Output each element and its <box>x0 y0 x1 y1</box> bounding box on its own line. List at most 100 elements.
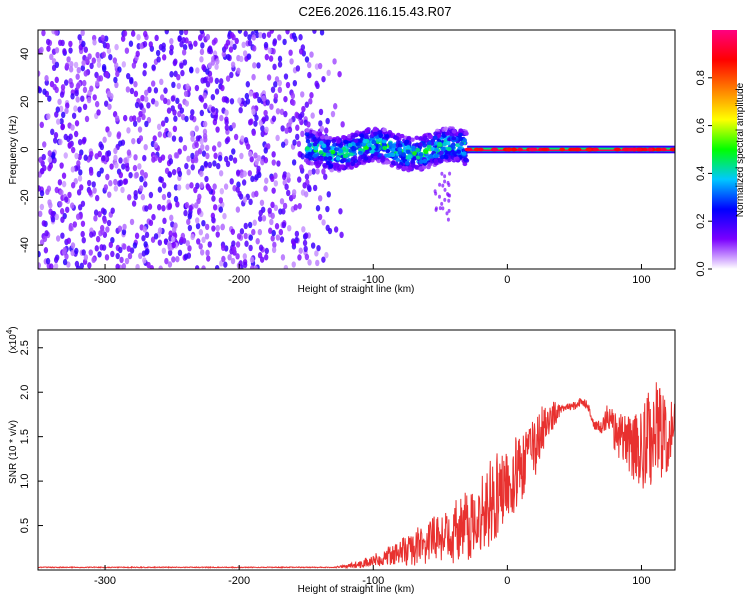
spectrogram-cell <box>151 156 156 163</box>
spectrogram-cell <box>309 156 314 161</box>
spectrogram-cell <box>157 186 163 193</box>
spectrogram-cell <box>171 81 176 89</box>
spectrogram-cell <box>199 48 205 56</box>
spectrogram-cell <box>220 244 226 251</box>
spectrogram-cell <box>41 220 47 227</box>
spectrogram-cell <box>654 147 661 152</box>
spectrogram-cell <box>378 133 384 138</box>
spectrogram-cell <box>326 69 331 77</box>
spectrogram-cell <box>295 124 300 131</box>
spectrogram-cell <box>266 143 271 150</box>
spectrogram-cell <box>92 187 97 194</box>
spectrogram-cell <box>194 141 199 149</box>
spectrogram-cell <box>70 242 76 249</box>
spectrogram-cell <box>248 90 253 97</box>
spectrogram-cell <box>318 160 323 165</box>
colorbar-ticks: 0.0 0.2 0.4 0.6 0.8 <box>695 70 712 277</box>
spectrogram-cell <box>235 253 240 260</box>
spectrogram-cell <box>248 150 253 158</box>
spectrogram-cell <box>150 80 156 87</box>
spectrogram-cell <box>258 31 263 39</box>
spectrogram-cell <box>251 108 256 115</box>
spectrogram-cell <box>270 201 275 209</box>
spectrogram-cell <box>134 232 140 240</box>
spectrogram-cell <box>213 152 218 160</box>
spectrogram-cell <box>220 223 226 230</box>
spectrogram-cell <box>201 265 206 269</box>
spectrogram-cell <box>167 131 172 138</box>
spectrogram-cell <box>388 152 394 157</box>
spectrogram-cell <box>261 116 267 123</box>
spectrogram-cell <box>180 69 185 77</box>
spectrogram-cell <box>121 163 126 170</box>
spectrogram-cell <box>291 189 297 196</box>
spectrogram-cell <box>67 141 72 149</box>
spectrogram-cell <box>422 135 428 140</box>
spectrogram-cell <box>244 240 249 247</box>
spectrogram-cell <box>205 152 210 160</box>
spectrogram-cell <box>144 231 150 239</box>
spectrogram-cell <box>338 208 343 215</box>
spectrogram-cell <box>183 253 189 260</box>
spectrogram-cell <box>230 257 236 265</box>
spectrogram-cell <box>441 206 445 211</box>
spectrogram-cell <box>384 160 390 165</box>
spectrogram-cell <box>201 64 206 71</box>
snr-background <box>38 330 675 570</box>
spectrogram-cell <box>205 81 211 88</box>
spectrogram-cell <box>47 199 52 206</box>
spectrogram-cell <box>200 42 205 49</box>
spectrogram-cell <box>272 63 277 71</box>
spectrogram-cell <box>124 47 130 54</box>
spectrogram-cell <box>154 100 159 107</box>
spectrogram-cell <box>169 71 174 78</box>
spectrogram-cell <box>76 160 81 167</box>
spectrogram-cell <box>99 143 105 151</box>
spectrogram-cell <box>94 194 100 202</box>
spectrogram-cell <box>44 230 49 237</box>
spectrogram-cell <box>142 154 147 162</box>
spectrogram-cell <box>161 247 167 254</box>
spectrogram-cell <box>204 223 210 231</box>
spectrogram-cell <box>339 231 344 239</box>
spectrogram-cell <box>193 155 198 162</box>
spectrogram-cell <box>74 120 80 127</box>
spectrogram-cell <box>252 219 257 226</box>
spectrogram-cell <box>449 132 455 137</box>
spectrogram-cell <box>92 39 97 46</box>
spectrogram-cell <box>212 204 218 211</box>
spectrogram-cell <box>147 203 153 210</box>
spectrogram-cell <box>309 51 314 58</box>
spectrogram-cell <box>299 164 304 171</box>
spectrogram-cell <box>82 86 88 94</box>
spectrogram-cell <box>141 235 146 242</box>
spectrogram-cell <box>53 256 59 264</box>
spectrogram-cell <box>312 137 317 142</box>
spectrogram-cell <box>77 175 83 182</box>
spectrogram-cell <box>318 150 324 155</box>
spectrogram-cell <box>144 89 149 96</box>
spectrogram-cell <box>136 34 141 41</box>
spectrogram-cell <box>263 157 269 164</box>
spectrogram-cell <box>364 149 370 154</box>
spectrogram-cell <box>235 206 241 213</box>
spectrogram-cell <box>305 139 311 144</box>
spectrogram-cell <box>97 251 102 258</box>
spectrogram-cell <box>236 169 241 176</box>
spectrogram-cell <box>433 153 439 159</box>
spectrogram-cell <box>67 191 72 199</box>
snr-panel: -300 -200 -100 0 100 0.5 1.0 1.5 2.0 2.5 Height … <box>5 326 676 595</box>
spectrogram-cell <box>541 147 548 152</box>
spectrogram-cell <box>297 254 302 261</box>
spectrogram-cell <box>189 114 194 121</box>
spectrogram-cell <box>322 164 328 169</box>
spectrogram-cell <box>135 263 140 269</box>
spectrogram-cell <box>245 143 251 150</box>
spectrogram-cell <box>212 50 218 57</box>
spectrogram-cell <box>231 148 236 155</box>
spectrogram-cell <box>351 147 357 152</box>
spectrogram-cell <box>173 184 179 191</box>
spectrogram-cell <box>356 160 362 166</box>
spectrogram-cell <box>307 143 313 148</box>
